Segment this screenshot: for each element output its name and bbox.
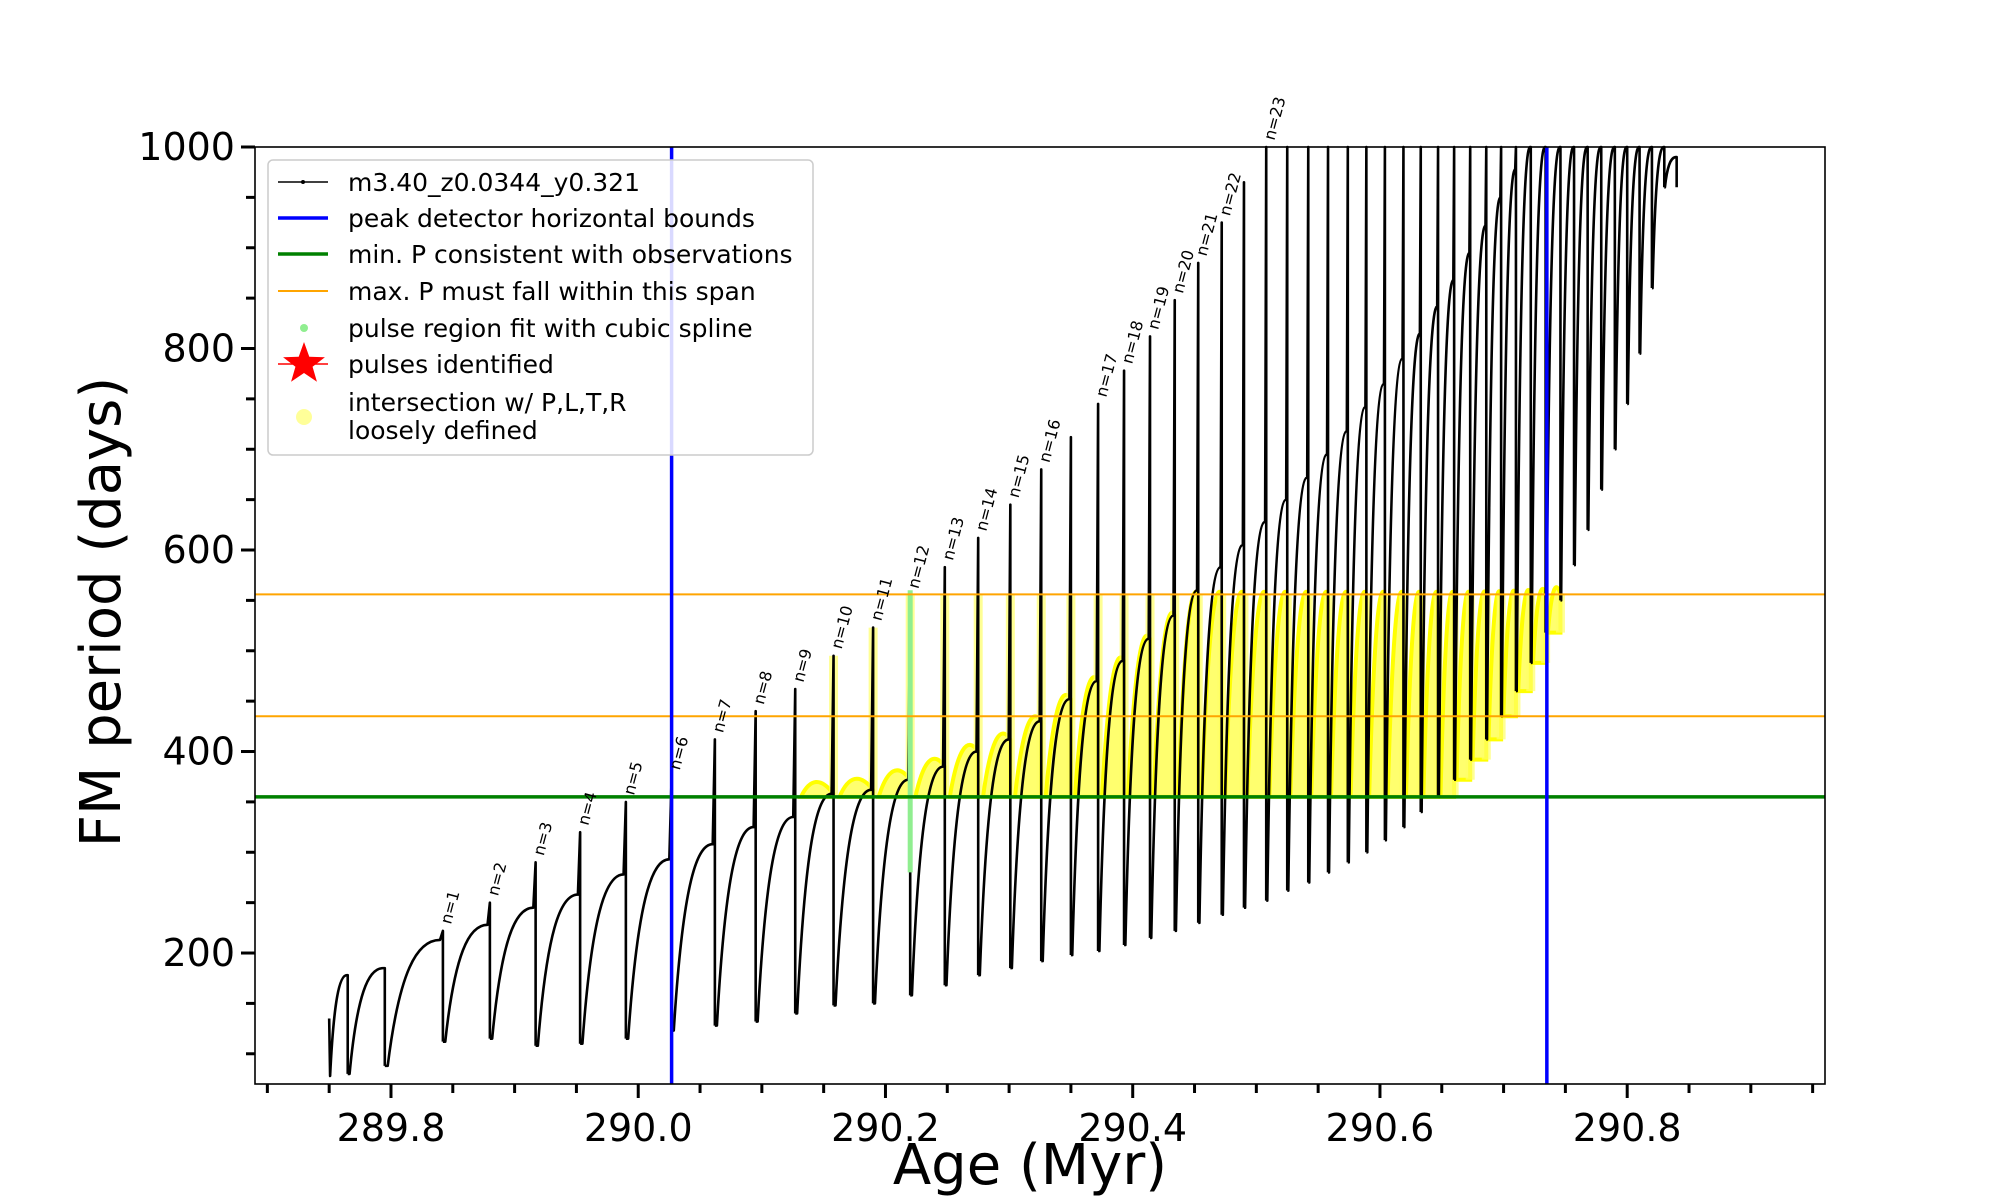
y-axis-label: FM period (days) xyxy=(69,377,134,847)
series-layer xyxy=(327,145,1678,1078)
legend-dot-marker xyxy=(300,324,308,332)
axes-layer: 289.8 290.0 290.2 290.4 290.6 290.8 200 400 600 8… xyxy=(138,125,1815,1150)
legend-label: max. P must fall within this span xyxy=(348,277,756,306)
legend-label: min. P consistent with observations xyxy=(348,240,793,269)
legend-box xyxy=(267,159,814,456)
y-tick-label: 600 xyxy=(162,528,235,572)
x-tick-label: 290.8 xyxy=(1573,1106,1682,1150)
series-line xyxy=(327,145,1678,1078)
legend-series-marker xyxy=(301,180,305,184)
legend-label: pulse region fit with cubic spline xyxy=(348,314,753,343)
y-tick-label: 200 xyxy=(162,931,235,975)
y-tick-label: 400 xyxy=(162,730,235,774)
legend-label: pulses identified xyxy=(348,350,554,379)
legend-label: m3.40_z0.0344_y0.321 xyxy=(348,168,640,197)
x-tick-label: 289.8 xyxy=(337,1106,446,1150)
reference-lines-layer xyxy=(255,147,1825,1084)
plot-frame xyxy=(254,146,1826,1085)
legend-circle-marker xyxy=(296,409,312,425)
legend-label: loosely defined xyxy=(348,416,538,445)
y-tick-label: 800 xyxy=(162,327,235,371)
star-icon xyxy=(283,342,325,382)
y-tick-label: 1000 xyxy=(138,125,235,169)
x-tick-label: 290.4 xyxy=(1078,1106,1187,1150)
legend-label: intersection w/ P,L,T,R xyxy=(348,388,627,417)
x-axis-label: Age (Myr) xyxy=(893,1133,1167,1198)
x-tick-label: 290.6 xyxy=(1326,1106,1435,1150)
x-tick-label: 290.0 xyxy=(584,1106,693,1150)
legend-label: peak detector horizontal bounds xyxy=(348,204,755,233)
x-tick-label: 290.2 xyxy=(831,1106,940,1150)
